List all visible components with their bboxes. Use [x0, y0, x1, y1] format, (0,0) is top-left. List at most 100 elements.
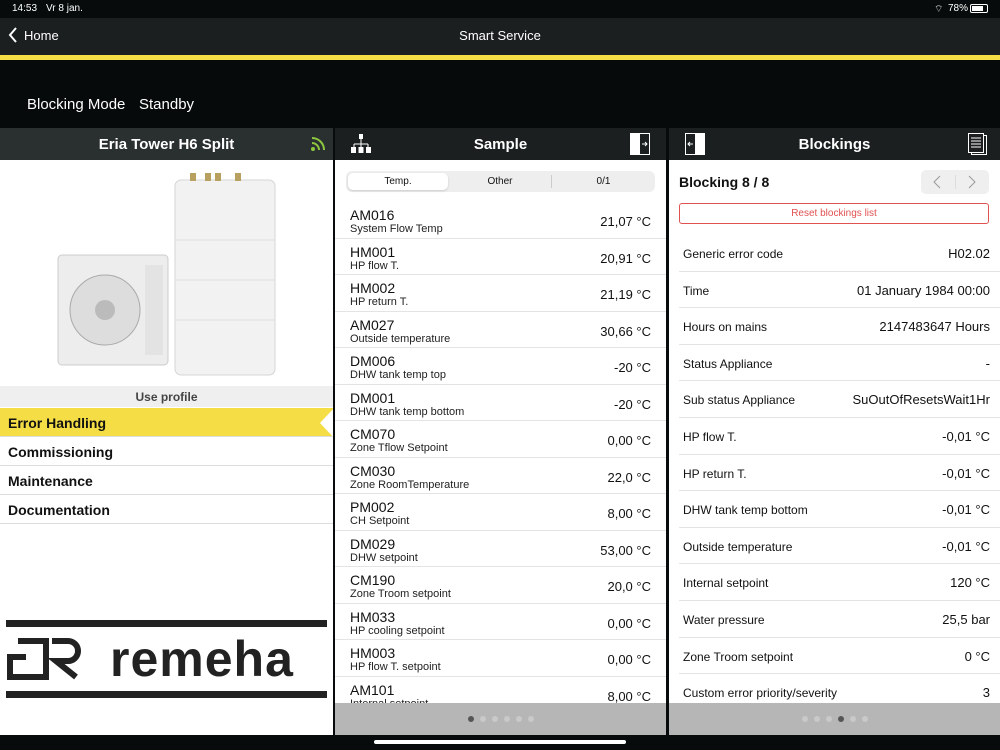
sample-code: CM190 [350, 572, 396, 588]
detail-value: 0 °C [964, 648, 990, 664]
sample-value: 21,19 °C [600, 287, 651, 302]
remeha-logo-mark [7, 638, 81, 680]
battery-level: 78% [948, 3, 969, 14]
blocking-detail-row: DHW tank temp bottom -0,01 °C [679, 491, 1000, 528]
sample-code: AM101 [350, 681, 395, 698]
detail-label: Sub status Appliance [683, 393, 796, 408]
page-dot[interactable] [515, 716, 522, 722]
sample-description: Zone RoomTemperature [350, 478, 470, 491]
blocking-detail-row: Internal setpoint 120 °C [679, 564, 1000, 601]
previous-blocking-button[interactable] [932, 175, 942, 189]
detail-value: SuOutOfResetsWait1Hr [852, 392, 990, 408]
page-dot[interactable] [503, 716, 510, 722]
sample-code: HM033 [350, 608, 396, 625]
segment-01[interactable]: 0/1 [596, 176, 611, 187]
detail-value: -0,01 °C [942, 465, 990, 481]
expand-panel-icon[interactable] [630, 133, 650, 155]
sample-value: 8,00 °C [607, 506, 651, 521]
page-dot[interactable] [813, 716, 820, 722]
back-button[interactable]: Home [8, 27, 59, 43]
sample-page-indicator[interactable] [335, 703, 666, 735]
sample-value: -20 °C [614, 360, 651, 375]
blocking-pager [921, 170, 989, 194]
accent-divider [0, 55, 1000, 60]
sample-description: System Flow Temp [350, 223, 443, 235]
sample-row: CM070 Zone Tflow Setpoint 0,00 °C [335, 421, 666, 458]
selected-indicator [320, 408, 333, 438]
blocking-detail-row: Outside temperature -0,01 °C [679, 528, 1000, 565]
detail-label: Status Appliance [683, 356, 773, 371]
device-header: Eria Tower H6 Split [0, 128, 333, 160]
page-dot[interactable] [527, 716, 534, 722]
blocking-detail-row: Zone Troom setpoint 0 °C [679, 638, 1000, 675]
panel-divider [333, 128, 335, 735]
page-dot[interactable] [849, 716, 856, 722]
sample-description: Zone Tflow Setpoint [350, 442, 448, 454]
sample-code: AM027 [350, 316, 395, 333]
sample-row: AM101Internal setpoint 8,00 °C [335, 677, 666, 704]
sample-row: AM027 Outside temperature 30,66 °C [335, 312, 666, 348]
sample-description: HP flow T. setpoint [350, 661, 441, 673]
detail-value: - [985, 355, 990, 371]
menu-commissioning[interactable]: Commissioning [0, 437, 333, 466]
menu-error-handling[interactable]: Error Handling [0, 408, 333, 437]
use-profile-label: Use profile [0, 386, 333, 407]
next-blocking-button[interactable] [967, 175, 977, 189]
page-dot[interactable] [837, 716, 844, 722]
sample-row: HM033 HP cooling setpoint 0,00 °C [335, 604, 666, 640]
blockings-header: Blockings [669, 128, 1000, 160]
menu-maintenance[interactable]: Maintenance [0, 466, 333, 495]
sample-value: 0,00 °C [607, 433, 651, 448]
nav-bar: Home Smart Service [0, 18, 1000, 55]
battery-icon [970, 4, 988, 13]
document-list-icon[interactable] [968, 133, 988, 155]
menu-documentation[interactable]: Documentation [0, 495, 333, 524]
sample-code: DM006 [350, 353, 396, 369]
blockings-title: Blockings [798, 135, 871, 153]
page-dot[interactable] [479, 716, 486, 722]
sample-value: 53,00 °C [600, 542, 651, 558]
page-title: Smart Service [459, 28, 541, 43]
blocking-mode-label: Blocking Mode [27, 96, 126, 113]
segment-control: Temp. Other 0/1 [346, 171, 655, 192]
sample-code: DM029 [350, 535, 396, 552]
home-indicator[interactable] [374, 740, 626, 744]
sample-description: Outside temperature [350, 332, 451, 345]
detail-value: H02.02 [948, 246, 990, 261]
sample-description: Zone Troom setpoint [350, 588, 451, 600]
blockings-page-indicator[interactable] [669, 703, 1000, 735]
detail-label: Custom error priority/severity [683, 686, 838, 701]
detail-label: Internal setpoint [683, 576, 769, 591]
detail-label: Time [683, 283, 710, 298]
sample-row: HM001 HP flow T. 20,91 °C [335, 239, 666, 275]
sample-row: DM006 DHW tank temp top -20 °C [335, 348, 666, 385]
reset-blockings-button[interactable]: Reset blockings list [679, 203, 989, 224]
collapse-panel-icon[interactable] [685, 133, 705, 155]
detail-label: Outside temperature [683, 539, 793, 554]
sample-row: DM001 DHW tank temp bottom -20 °C [335, 385, 666, 421]
sample-value: 20,91 °C [600, 250, 651, 266]
page-dot[interactable] [467, 716, 474, 722]
segment-other[interactable]: Other [487, 176, 513, 187]
page-dot[interactable] [801, 716, 808, 722]
panel-divider [666, 128, 669, 735]
blocking-detail-row: Sub status Appliance SuOutOfResetsWait1Hr [679, 381, 1000, 418]
sample-row: AM016 System Flow Temp 21,07 °C [335, 202, 666, 239]
sample-code: PM002 [350, 499, 395, 515]
sample-description: Internal setpoint [350, 698, 428, 704]
status-date: Vr 8 jan. [46, 3, 83, 14]
sample-code: CM030 [350, 462, 396, 479]
blocking-detail-row: Hours on mains 2147483647 Hours [679, 308, 1000, 345]
detail-label: HP return T. [683, 466, 747, 481]
heat-pump-image [57, 173, 276, 376]
page-dot[interactable] [825, 716, 832, 722]
sample-description: DHW tank temp top [350, 369, 446, 381]
detail-label: Hours on mains [683, 320, 768, 335]
hierarchy-icon[interactable] [351, 134, 371, 154]
page-dot[interactable] [861, 716, 868, 722]
page-dot[interactable] [491, 716, 498, 722]
sample-description: HP cooling setpoint [350, 624, 445, 637]
sample-value: -20 °C [614, 396, 651, 412]
detail-value: -0,01 °C [942, 502, 990, 518]
segment-temp[interactable]: Temp. [348, 173, 448, 190]
